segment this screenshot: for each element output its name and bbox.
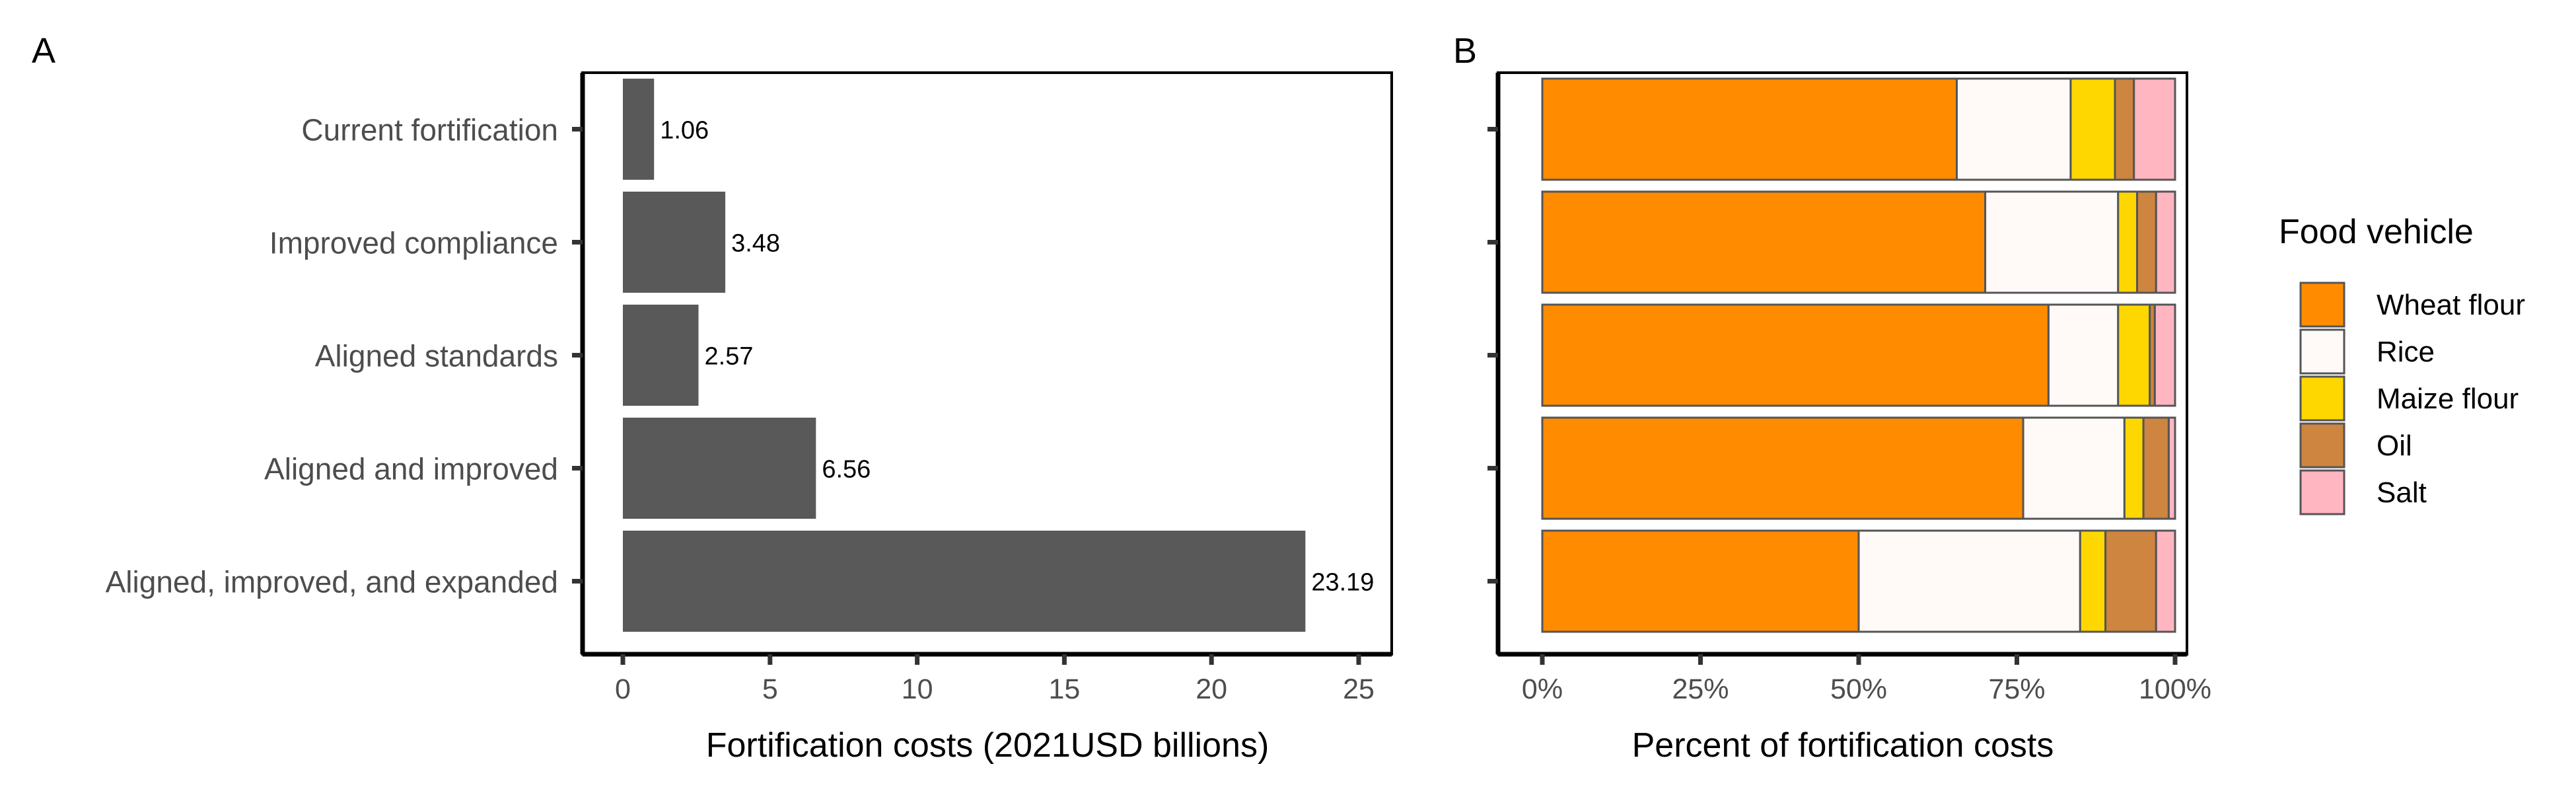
panel-a-bar (623, 305, 699, 406)
panel-b-share-chart: 0% 25% 50% 75% 100% Percent of fortification… (1487, 71, 2211, 765)
panel-b-x-tick-label: 0% (1522, 673, 1563, 705)
panel-a-category-label: Aligned and improved (264, 452, 558, 486)
panel-a-value-label: 3.48 (731, 230, 780, 258)
panel-b-bar-segment (2079, 529, 2107, 633)
panel-b-bar-segment (2142, 416, 2170, 520)
legend-key (2299, 469, 2345, 515)
panel-a-x-tick-label: 0 (615, 673, 631, 705)
panel-b-bar-segment (1541, 77, 1958, 181)
legend-key (2299, 282, 2345, 328)
panel-a-x-tick-label: 10 (902, 673, 933, 705)
panel-b-x-tick-label: 100% (2139, 673, 2211, 705)
panel-b-bar-segment (2069, 77, 2116, 181)
panel-b-bar-segment (2155, 529, 2176, 633)
panel-a-x-tick-label: 15 (1048, 673, 1080, 705)
panel-b-bar-segment (2104, 529, 2157, 633)
panel-a-bar (623, 531, 1306, 632)
panel-a-value-label: 23.19 (1311, 569, 1374, 597)
legend: Food vehicle Wheat flour Rice Maize flour O… (2279, 213, 2525, 515)
panel-b-bar-segment (2155, 190, 2176, 294)
panel-b-bar-segment (2047, 303, 2120, 407)
legend-key (2299, 375, 2345, 422)
panel-a-cost-chart: Current fortification 1.06 Improved compli… (106, 71, 1393, 765)
panel-label-b: B (1453, 31, 1477, 71)
panel-a-category-label: Current fortification (301, 113, 558, 147)
panel-b-bar-segment (2117, 190, 2139, 294)
panel-b-bar-segment (1541, 303, 2050, 407)
panel-b-bar-segment (1857, 529, 2081, 633)
legend-label: Rice (2377, 336, 2435, 368)
legend-label: Salt (2377, 476, 2427, 509)
panel-a-value-label: 2.57 (705, 343, 754, 371)
panel-b-bar-segment (2114, 77, 2135, 181)
panel-b-bar-segment (2167, 416, 2176, 520)
panel-b-bar-segment (2136, 190, 2157, 294)
panel-b-bar-segment (2153, 303, 2176, 407)
panel-a-x-tick-label: 5 (762, 673, 778, 705)
panel-b-x-tick-label: 75% (1988, 673, 2045, 705)
panel-a-category-label: Aligned standards (315, 339, 558, 373)
panel-label-a: A (32, 31, 55, 71)
panel-a-x-tick-label: 20 (1196, 673, 1227, 705)
panel-b-bar-segment (1541, 529, 1860, 633)
panel-a-value-label: 1.06 (660, 117, 709, 145)
panel-b-bar-segment (1984, 190, 2120, 294)
panel-b-bar-segment (1955, 77, 2072, 181)
legend-title: Food vehicle (2279, 213, 2474, 251)
panel-b-bar-segment (1541, 190, 1987, 294)
panel-b-bar-segment (2123, 416, 2145, 520)
panel-b-x-axis-title: Percent of fortification costs (1632, 726, 2054, 765)
panel-a-x-tick-label: 25 (1343, 673, 1375, 705)
panel-a-value-label: 6.56 (822, 456, 871, 484)
panel-a-x-axis-title: Fortification costs (2021USD billions) (706, 726, 1270, 765)
legend-label: Wheat flour (2377, 289, 2525, 321)
panel-b-bar-segment (2117, 303, 2151, 407)
panel-b-x-tick-label: 50% (1830, 673, 1887, 705)
panel-a-category-label: Aligned, improved, and expanded (106, 565, 558, 599)
panel-b-x-tick-label: 25% (1672, 673, 1729, 705)
legend-key (2299, 328, 2345, 375)
legend-label: Maize flour (2377, 383, 2519, 415)
legend-key (2299, 422, 2345, 469)
panel-b-bar-segment (1541, 416, 2024, 520)
panel-b-bar-segment (2133, 77, 2176, 181)
panel-b-bar-segment (2022, 416, 2126, 520)
panel-a-category-label: Improved compliance (269, 226, 558, 260)
panel-a-bar (623, 192, 726, 293)
panel-a-bar (623, 79, 655, 180)
panel-a-bar (623, 418, 816, 519)
legend-label: Oil (2377, 430, 2412, 462)
